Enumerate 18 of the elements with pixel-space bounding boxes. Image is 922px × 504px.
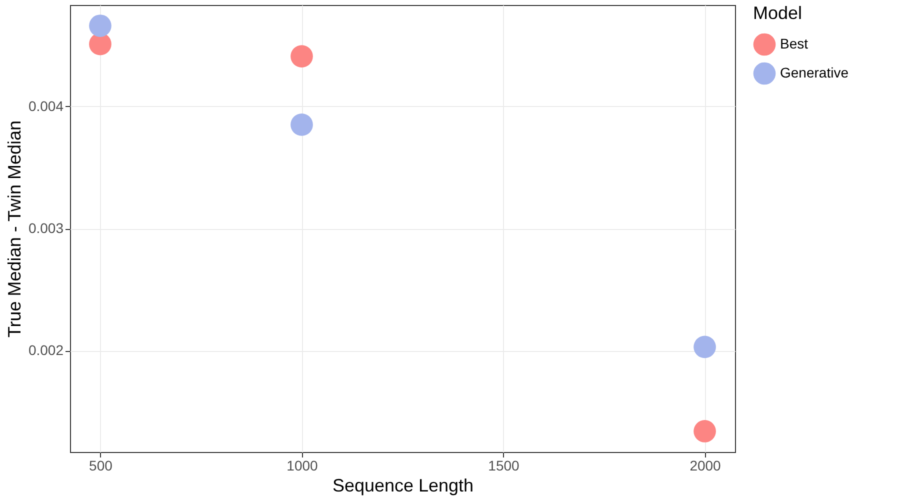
point (89, 32, 112, 56)
y-tick-label: 0.003 (28, 220, 64, 236)
x-tick-label: 500 (89, 458, 113, 474)
legend-label: Generative (780, 64, 849, 80)
y-axis-title: True Median - Twin Median (4, 120, 24, 338)
point (694, 336, 716, 358)
x-tick-label: 2000 (690, 458, 722, 474)
y-tick-label: 0.002 (28, 342, 64, 358)
point (290, 45, 313, 68)
point (89, 14, 112, 37)
point (694, 420, 716, 442)
x-axis-title: Sequence Length (332, 476, 474, 496)
x-tick-label: 1500 (488, 458, 520, 474)
y-tick-label: 0.004 (28, 98, 64, 114)
legend-title: Model (753, 3, 802, 23)
x-tick-label: 1000 (286, 458, 318, 474)
point (290, 114, 313, 136)
legend-label: Best (780, 36, 808, 52)
